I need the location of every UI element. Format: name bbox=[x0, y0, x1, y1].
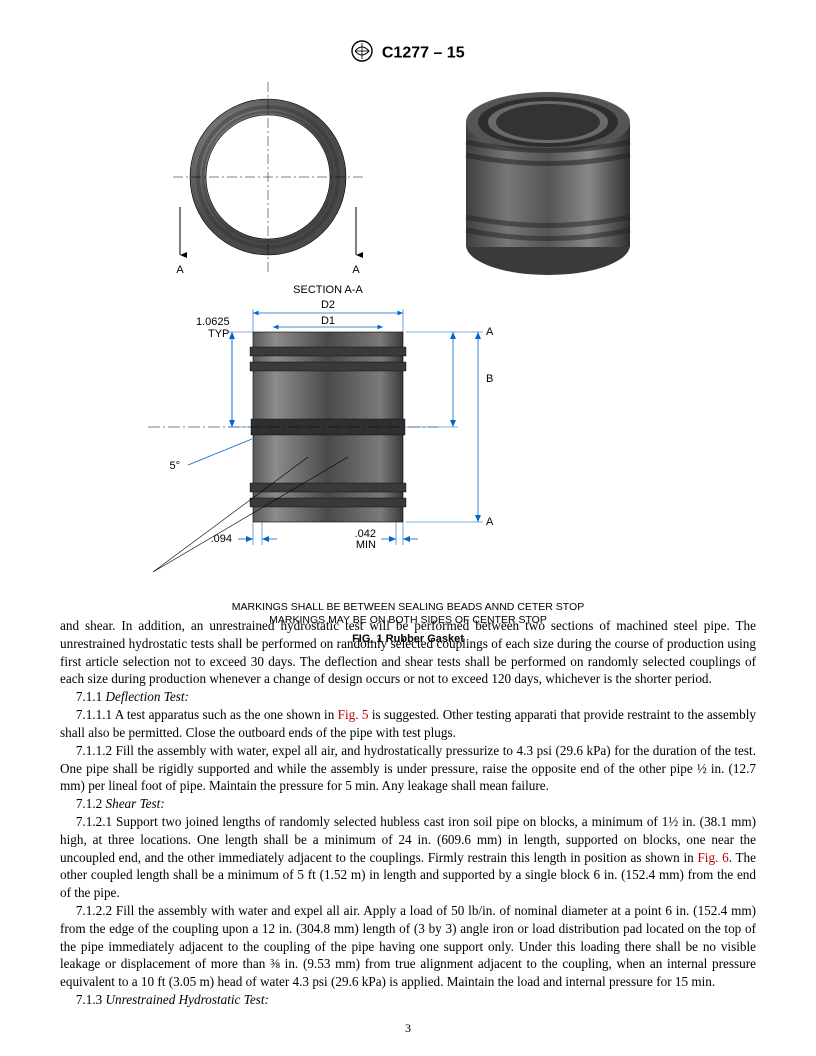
marking-note: MARKINGS SHALL BE BETWEEN SEALING BEADS … bbox=[60, 601, 756, 627]
svg-text:A: A bbox=[486, 516, 494, 528]
svg-text:A: A bbox=[176, 264, 184, 276]
page-header: C1277 – 15 bbox=[60, 40, 756, 67]
p-713: 7.1.3 Unrestrained Hydrostatic Test: bbox=[60, 991, 756, 1009]
marking-line1: MARKINGS SHALL BE BETWEEN SEALING BEADS … bbox=[232, 601, 584, 613]
p-711: 7.1.1 Deflection Test: bbox=[60, 688, 756, 706]
figure-caption: FIG. 1 Rubber Gasket bbox=[60, 633, 756, 645]
svg-text:1.0625TYP: 1.0625TYP bbox=[196, 316, 230, 340]
svg-text:D2: D2 bbox=[321, 299, 335, 311]
astm-logo-icon bbox=[351, 40, 373, 67]
fig5-link[interactable]: Fig. 5 bbox=[338, 707, 369, 722]
page-number: 3 bbox=[0, 1021, 816, 1036]
page: C1277 – 15 bbox=[0, 0, 816, 1056]
p-7121: 7.1.2.1 Support two joined lengths of ra… bbox=[60, 813, 756, 902]
svg-text:D1: D1 bbox=[321, 315, 335, 327]
fig6-link[interactable]: Fig. 6 bbox=[697, 850, 728, 865]
svg-text:B: B bbox=[486, 373, 493, 385]
svg-text:A: A bbox=[486, 326, 494, 338]
svg-text:SECTION A-A: SECTION A-A bbox=[293, 284, 363, 296]
svg-text:.094: .094 bbox=[211, 533, 232, 545]
svg-text:.042MIN: .042MIN bbox=[355, 528, 376, 551]
svg-text:5°: 5° bbox=[169, 460, 180, 472]
body-text: and shear. In addition, an unrestrained … bbox=[60, 617, 756, 1009]
p-7122: 7.1.2.2 Fill the assembly with water and… bbox=[60, 902, 756, 991]
marking-line2: MARKINGS MAY BE ON BOTH SIDES OF CENTER … bbox=[269, 614, 547, 626]
designation: C1277 – 15 bbox=[382, 45, 465, 62]
figure-1: A A SECTION A-A bbox=[60, 77, 756, 617]
p-712: 7.1.2 Shear Test: bbox=[60, 795, 756, 813]
p-intro: and shear. In addition, an unrestrained … bbox=[60, 617, 756, 688]
p-7112: 7.1.1.2 Fill the assembly with water, ex… bbox=[60, 742, 756, 795]
p-7111: 7.1.1.1 A test apparatus such as the one… bbox=[60, 706, 756, 742]
svg-text:A: A bbox=[352, 264, 360, 276]
